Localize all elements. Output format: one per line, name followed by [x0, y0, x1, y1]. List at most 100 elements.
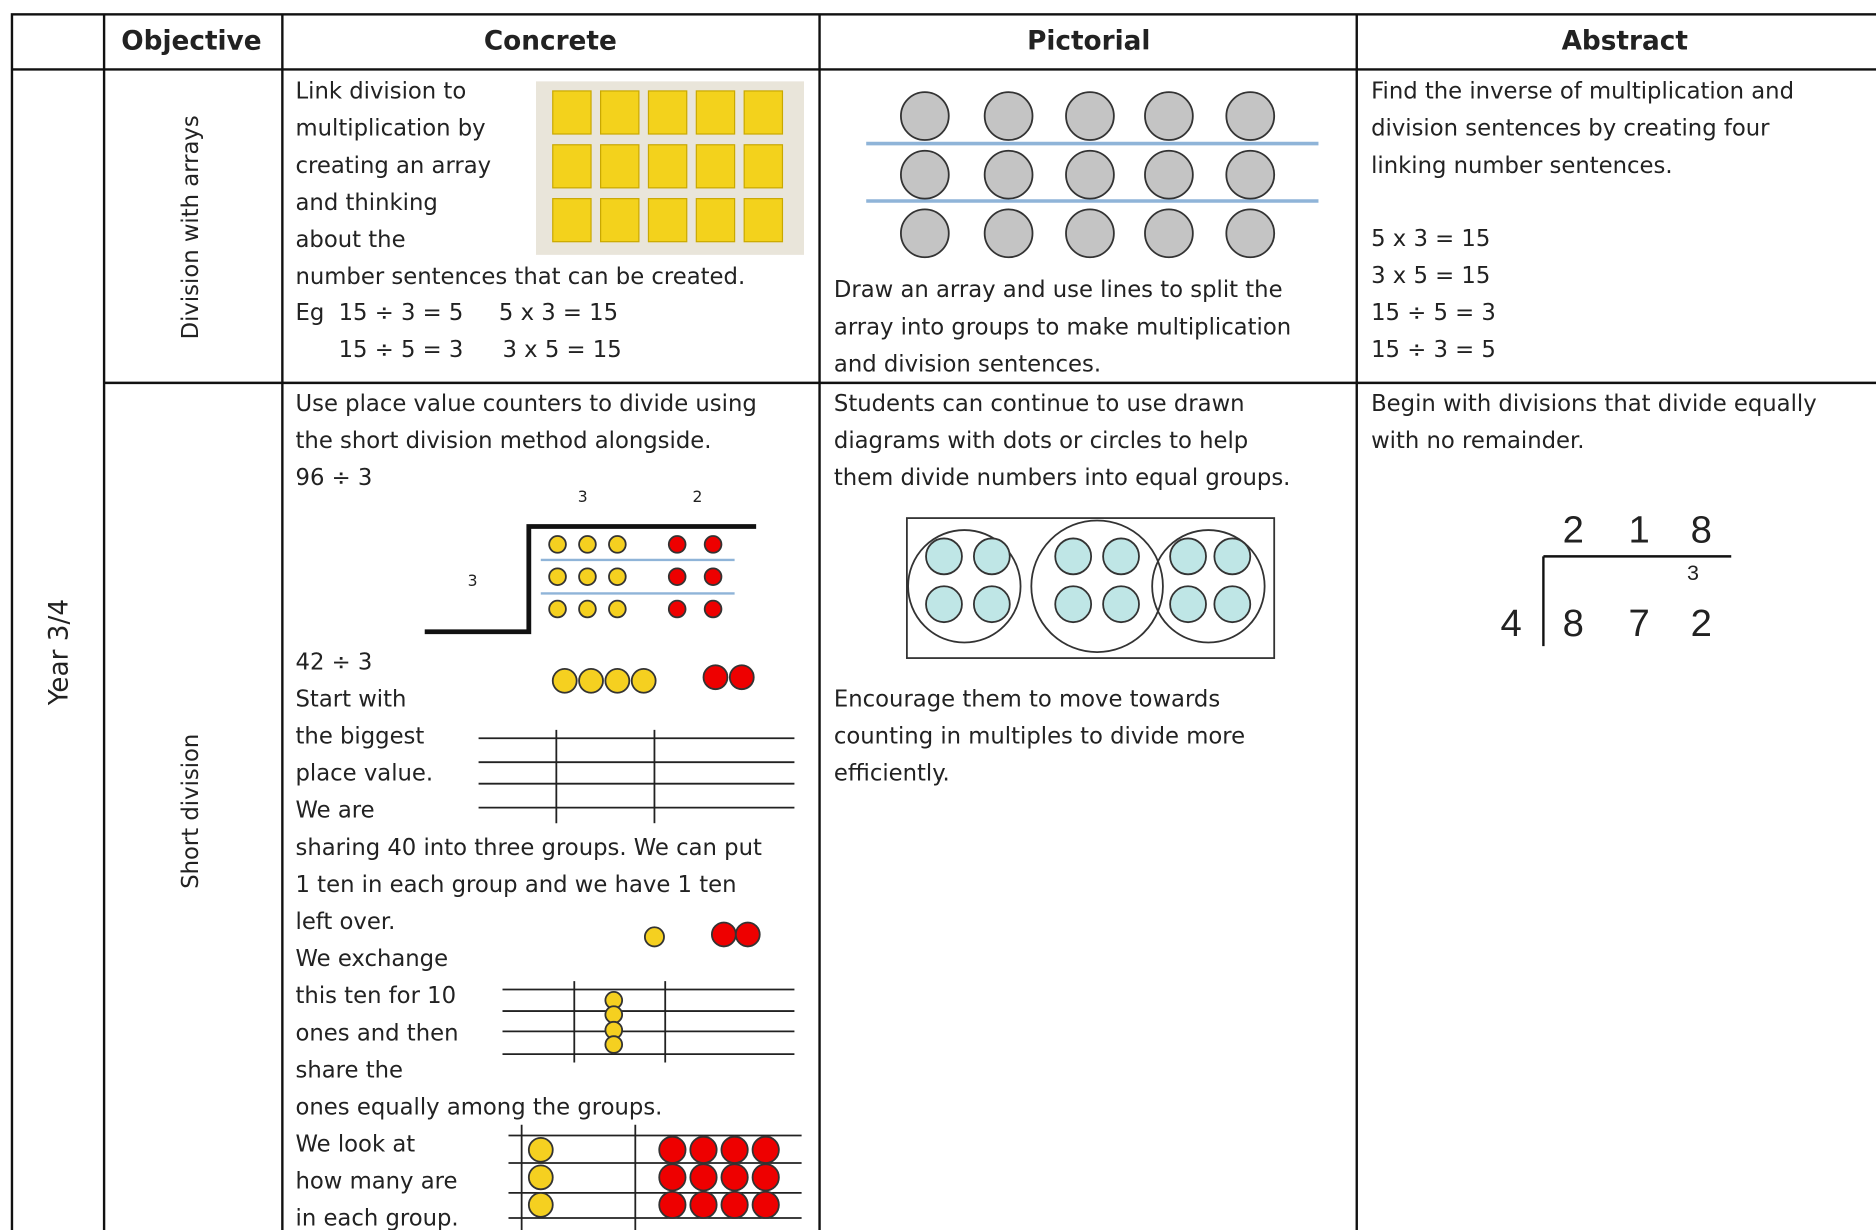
equation: 5 x 3 = 15	[499, 300, 618, 326]
counter	[703, 567, 723, 586]
text-line: counting in multiples to divide more	[834, 724, 1245, 750]
counter	[925, 537, 963, 576]
counter	[1054, 585, 1093, 624]
diagram-label: 2	[693, 488, 703, 506]
counter	[658, 1135, 687, 1164]
counter	[604, 667, 631, 694]
text-line: Encourage them to move towards	[834, 686, 1220, 712]
counter	[689, 1190, 718, 1219]
counter	[983, 91, 1034, 141]
text-line: multiplication by	[296, 116, 486, 142]
text-line: left over.	[296, 909, 396, 935]
equation: 15 ÷ 5 = 3	[1371, 300, 1496, 326]
text-line: linking number sentences.	[1371, 153, 1672, 179]
eg-label: Eg	[296, 300, 325, 326]
text-line: place value.	[296, 761, 434, 787]
counter	[720, 1135, 749, 1164]
counter	[1144, 149, 1194, 200]
array-drawing	[866, 141, 1319, 203]
counter	[900, 149, 950, 200]
text-line: division sentences by creating four	[1371, 116, 1770, 142]
text-line: Find the inverse of multiplication and	[1371, 79, 1794, 105]
cube	[552, 198, 592, 243]
cube	[600, 90, 640, 135]
counter	[578, 599, 597, 619]
counter	[667, 567, 687, 586]
counter	[1169, 585, 1207, 624]
cube	[695, 90, 736, 135]
counter	[578, 567, 597, 586]
quotient-digit: 2	[1563, 509, 1584, 552]
counter	[548, 567, 567, 586]
text-line: the short division method alongside.	[296, 428, 712, 454]
counter	[703, 599, 723, 619]
text-line: Use place value counters to divide using	[296, 391, 757, 417]
counter	[1065, 91, 1115, 141]
text-line: We exchange	[296, 946, 449, 972]
counter	[983, 149, 1034, 200]
counter	[751, 1135, 780, 1164]
text-line: sharing 40 into three groups. We can put	[296, 835, 762, 861]
counter	[1102, 537, 1140, 576]
quotient-digit: 1	[1628, 509, 1649, 552]
text-line: 1 ten in each group and we have 1 ten	[296, 872, 737, 898]
text-line: Students can continue to use drawn	[834, 391, 1245, 417]
counter	[703, 535, 723, 554]
counter	[900, 208, 950, 259]
counter	[1102, 585, 1140, 624]
cube	[647, 198, 688, 243]
header: Concrete	[484, 26, 617, 56]
text-line: number sentences that can be created.	[296, 264, 746, 290]
counter	[734, 921, 761, 948]
equation: 15 ÷ 3 = 5	[339, 300, 464, 326]
quotient-digit: 8	[1691, 509, 1712, 552]
counter	[527, 1192, 554, 1218]
text-line: Link division to	[296, 79, 467, 105]
text-line: share the	[296, 1057, 403, 1083]
circle-groups	[905, 517, 1276, 659]
counter	[527, 1164, 554, 1191]
text-line: Draw an array and use lines to split the	[834, 277, 1283, 303]
dividend-digit: 8	[1563, 602, 1584, 645]
counter	[608, 567, 627, 586]
text-line: in each group.	[296, 1206, 459, 1230]
carry-digit: 3	[1687, 561, 1699, 585]
equation: 5 x 3 = 15	[1371, 226, 1490, 252]
text-line: 96 ÷ 3	[296, 465, 373, 491]
divisor-digit: 4	[1500, 602, 1521, 645]
counter	[1225, 149, 1276, 200]
header: Abstract	[1562, 26, 1688, 56]
counter	[578, 535, 597, 554]
cube	[552, 90, 592, 135]
cube	[743, 144, 784, 189]
cube	[743, 198, 784, 243]
counter	[720, 1190, 749, 1219]
header: Objective	[121, 26, 261, 56]
counter	[578, 667, 604, 694]
cube	[647, 144, 688, 189]
counter	[1169, 537, 1207, 576]
counter	[551, 667, 578, 694]
counter	[658, 1163, 687, 1192]
text-line: this ten for 10	[296, 983, 457, 1009]
text-line: We look at	[296, 1132, 416, 1158]
counter	[548, 535, 567, 554]
counter	[1225, 208, 1276, 259]
counter	[604, 1005, 624, 1024]
counter	[689, 1135, 718, 1164]
text-line: creating an array	[296, 153, 492, 179]
equation: 3 x 5 = 15	[1371, 263, 1490, 289]
text-line: and division sentences.	[834, 351, 1101, 377]
counter	[667, 599, 687, 619]
counter	[658, 1190, 687, 1219]
cube	[600, 144, 640, 189]
dividend-digit: 7	[1628, 602, 1649, 645]
place-value-diagram	[424, 524, 802, 1230]
text-line: and thinking	[296, 190, 438, 216]
counter	[1213, 585, 1252, 624]
text-line: Start with	[296, 686, 407, 712]
cube	[552, 144, 592, 189]
counter	[751, 1190, 780, 1219]
counter	[1144, 91, 1194, 141]
